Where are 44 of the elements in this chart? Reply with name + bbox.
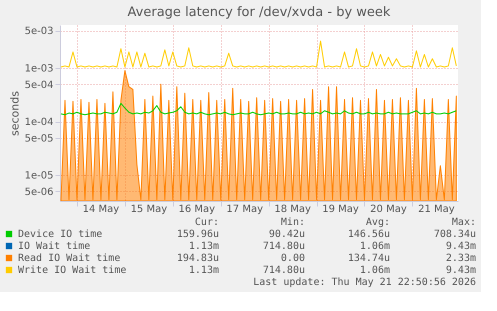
text: 0.00 bbox=[280, 253, 305, 264]
legend-label: Device IO time bbox=[18, 229, 102, 240]
text: 708.34u bbox=[434, 229, 476, 240]
legend-label: Read IO Wait time bbox=[18, 253, 120, 264]
y-tick-label: 1e-05 bbox=[24, 170, 54, 182]
text: Min: bbox=[280, 217, 305, 228]
x-tick-label: 17 May bbox=[226, 204, 264, 215]
y-tick-label: 5e-06 bbox=[24, 186, 54, 198]
text: Last update: Thu May 21 22:50:56 2026 bbox=[253, 277, 476, 288]
x-tick-label: 15 May bbox=[130, 204, 168, 215]
line-series bbox=[60, 40, 457, 68]
x-tick-label: 14 May bbox=[82, 204, 120, 215]
text: 9.43m bbox=[446, 241, 476, 252]
text: 159.96u bbox=[176, 229, 219, 240]
text: 9.43m bbox=[446, 265, 476, 276]
y-tick-label: 1e-03 bbox=[24, 64, 54, 75]
legend-label: Write IO Wait time bbox=[18, 265, 126, 276]
legend-label: IO Wait time bbox=[18, 241, 90, 252]
y-axis-title: seconds bbox=[8, 90, 22, 136]
text: 1.06m bbox=[360, 265, 390, 276]
x-tick-label: 16 May bbox=[178, 204, 216, 215]
text: Cur: bbox=[194, 217, 219, 228]
x-tick-label: 19 May bbox=[322, 204, 359, 215]
text: 2.33m bbox=[446, 253, 476, 264]
text: 194.83u bbox=[176, 253, 219, 264]
line-series bbox=[60, 102, 457, 116]
text: 1.13m bbox=[188, 265, 219, 276]
text: 90.42u bbox=[268, 229, 305, 240]
text: 714.80u bbox=[262, 265, 305, 276]
y-tick-label: 5e-04 bbox=[24, 80, 54, 91]
y-tick-label: 5e-05 bbox=[24, 133, 54, 144]
x-tick-label: 20 May bbox=[370, 204, 407, 215]
chart-title: Average latency for /dev/xvda - by week bbox=[128, 5, 391, 20]
text: 146.56u bbox=[348, 229, 390, 240]
x-tick-label: 18 May bbox=[274, 204, 311, 215]
text: 1.06m bbox=[360, 241, 390, 252]
text: Avg: bbox=[366, 217, 390, 228]
y-tick-label: 1e-04 bbox=[24, 117, 54, 128]
text: 714.80u bbox=[262, 241, 305, 252]
y-tick-label: 5e-03 bbox=[24, 26, 54, 38]
x-tick-label: 21 May bbox=[418, 204, 455, 215]
text: Max: bbox=[452, 217, 476, 228]
text: 1.13m bbox=[188, 241, 219, 252]
text: 134.74u bbox=[348, 253, 390, 264]
